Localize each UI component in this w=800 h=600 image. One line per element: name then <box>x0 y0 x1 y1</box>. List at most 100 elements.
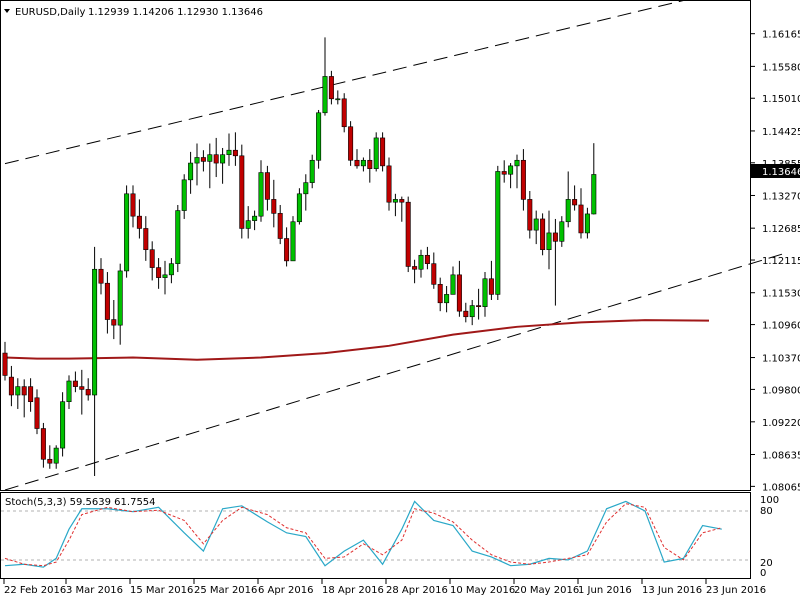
candle[interactable] <box>540 213 546 256</box>
candle[interactable] <box>207 143 213 189</box>
candle-body <box>149 249 155 268</box>
candle[interactable] <box>284 227 290 267</box>
candle[interactable] <box>360 157 366 172</box>
candle[interactable] <box>181 174 187 219</box>
candle[interactable] <box>508 163 514 189</box>
candle[interactable] <box>28 378 34 412</box>
candle[interactable] <box>431 252 437 289</box>
candle[interactable] <box>437 277 443 312</box>
candle-body <box>213 154 219 164</box>
candle[interactable] <box>264 165 270 211</box>
candle[interactable] <box>47 445 53 469</box>
candle[interactable] <box>232 132 238 166</box>
candle[interactable] <box>124 185 130 278</box>
candle[interactable] <box>258 160 264 222</box>
candle[interactable] <box>188 151 194 194</box>
candle[interactable] <box>469 299 475 326</box>
candle[interactable] <box>175 204 181 273</box>
candle[interactable] <box>501 160 507 183</box>
candle[interactable] <box>450 266 456 295</box>
candle[interactable] <box>380 132 386 172</box>
candle[interactable] <box>8 365 14 407</box>
candle[interactable] <box>79 369 85 415</box>
candle[interactable] <box>92 246 98 477</box>
candle[interactable] <box>559 216 565 247</box>
candle[interactable] <box>290 216 296 262</box>
candle[interactable] <box>239 144 245 239</box>
candle[interactable] <box>156 258 162 289</box>
candle[interactable] <box>552 218 558 306</box>
candle-body <box>354 159 360 167</box>
candle[interactable] <box>200 150 206 172</box>
candle[interactable] <box>456 260 462 317</box>
candle[interactable] <box>444 286 450 313</box>
candle[interactable] <box>60 392 66 457</box>
candle[interactable] <box>578 188 584 239</box>
candle[interactable] <box>392 193 398 217</box>
dropdown-arrow-icon[interactable] <box>4 9 10 13</box>
candle[interactable] <box>296 188 302 225</box>
candle-body <box>348 126 354 161</box>
candle[interactable] <box>527 191 533 239</box>
candle[interactable] <box>213 137 219 178</box>
candle[interactable] <box>476 288 482 320</box>
candle[interactable] <box>565 171 571 228</box>
candle[interactable] <box>98 258 104 295</box>
candle[interactable] <box>72 371 78 393</box>
candle[interactable] <box>386 157 392 211</box>
candle[interactable] <box>34 389 40 435</box>
candle[interactable] <box>226 133 232 166</box>
candle[interactable] <box>514 154 520 189</box>
candle[interactable] <box>136 199 142 239</box>
candle[interactable] <box>341 93 347 133</box>
candle[interactable] <box>335 90 341 105</box>
candle[interactable] <box>85 378 91 401</box>
candle[interactable] <box>271 179 277 228</box>
candle[interactable] <box>412 259 418 284</box>
candle[interactable] <box>348 121 354 166</box>
candle[interactable] <box>405 196 411 273</box>
candle[interactable] <box>111 299 117 340</box>
candle[interactable] <box>367 149 373 183</box>
candle[interactable] <box>162 260 168 295</box>
candle[interactable] <box>424 246 430 270</box>
candle[interactable] <box>488 260 494 300</box>
candle[interactable] <box>546 210 552 270</box>
candle[interactable] <box>418 249 424 278</box>
candle[interactable] <box>495 165 501 300</box>
candle[interactable] <box>220 147 226 184</box>
candle[interactable] <box>533 210 539 245</box>
candle[interactable] <box>463 302 469 323</box>
candle[interactable] <box>21 379 27 418</box>
candle[interactable] <box>168 258 174 284</box>
candle[interactable] <box>354 149 360 169</box>
candle[interactable] <box>15 378 21 409</box>
candle[interactable] <box>584 207 590 239</box>
candle[interactable] <box>149 241 155 281</box>
candle[interactable] <box>117 263 123 345</box>
candle[interactable] <box>373 132 379 172</box>
candle[interactable] <box>252 210 258 231</box>
candle[interactable] <box>40 422 46 468</box>
candle[interactable] <box>2 341 8 381</box>
candle[interactable] <box>309 154 315 189</box>
symbol-label: EURUSD,Daily <box>15 7 86 18</box>
candle[interactable] <box>303 174 309 211</box>
candle[interactable] <box>277 204 283 245</box>
candle[interactable] <box>572 185 578 211</box>
candle[interactable] <box>482 272 488 317</box>
candle[interactable] <box>130 185 136 228</box>
candle[interactable] <box>104 272 110 334</box>
candle[interactable] <box>245 206 251 239</box>
candle[interactable] <box>316 109 322 169</box>
candle[interactable] <box>591 143 597 215</box>
candle[interactable] <box>194 143 200 186</box>
candle[interactable] <box>328 70 334 105</box>
candle[interactable] <box>66 375 72 409</box>
candle[interactable] <box>520 149 526 211</box>
candle[interactable] <box>53 445 59 469</box>
candle[interactable] <box>399 196 405 222</box>
candle[interactable] <box>322 37 328 116</box>
candle[interactable] <box>143 216 149 261</box>
